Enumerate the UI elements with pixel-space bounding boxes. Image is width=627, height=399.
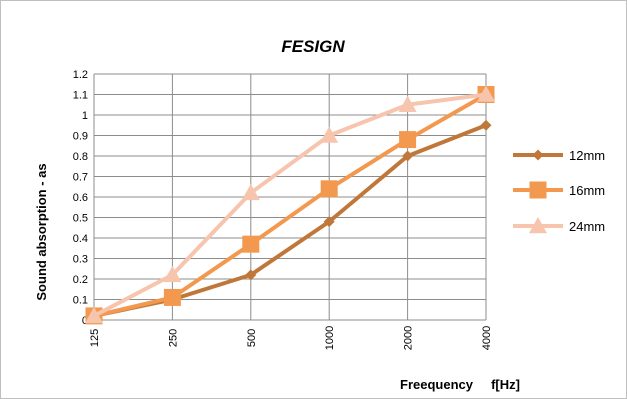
series-group [85, 85, 495, 325]
x-tick-label: 1000 [324, 326, 336, 350]
data-point-square [242, 235, 260, 253]
y-tick-label: 1.2 [73, 69, 88, 81]
y-tick-label: 0.2 [73, 274, 88, 286]
y-tick-label: 0.4 [73, 233, 88, 245]
data-point-triangle [241, 183, 260, 201]
legend-label-16mm: 16mm [569, 183, 605, 198]
y-tick-label: 0.8 [73, 151, 88, 163]
data-point-triangle [529, 217, 547, 234]
x-tick-label: 250 [167, 329, 179, 347]
y-tick-label: 0.6 [73, 192, 88, 204]
grid [93, 73, 487, 321]
legend-label-24mm: 24mm [569, 219, 605, 234]
y-tick-label: 0 [82, 315, 88, 327]
data-point-triangle [163, 265, 182, 283]
data-point-square [320, 180, 338, 198]
legend: 12mm 16mm 24mm [513, 148, 605, 234]
data-point-square [529, 181, 547, 199]
data-point-diamond [532, 149, 544, 161]
series-line-16mm [93, 92, 487, 318]
y-tick-label: 0.7 [73, 172, 88, 184]
data-point-diamond [402, 150, 414, 162]
x-tick-label: 125 [89, 329, 101, 347]
x-axis-ticks: 125 250 500 1000 2000 4000 [89, 326, 493, 350]
legend-label-12mm: 12mm [569, 148, 605, 163]
x-tick-label: 500 [246, 329, 258, 347]
x-tick-label: 4000 [481, 326, 493, 350]
y-axis-label: Sound absorption - as [34, 163, 49, 300]
data-point-diamond [245, 269, 257, 281]
y-tick-label: 1 [82, 110, 88, 122]
x-axis-label: Freequency f[Hz] [400, 377, 520, 392]
data-point-triangle [398, 95, 417, 112]
x-tick-label: 2000 [403, 326, 415, 350]
data-point-square [163, 288, 181, 306]
data-point-triangle [85, 306, 103, 324]
data-point-square [399, 131, 417, 149]
y-tick-label: 0.3 [73, 254, 88, 266]
y-tick-label: 0.9 [73, 131, 88, 143]
series-line-24mm [93, 92, 487, 318]
data-point-triangle [477, 85, 495, 102]
y-tick-label: 1.1 [73, 90, 88, 102]
y-tick-label: 0.1 [73, 295, 88, 307]
data-point-diamond [323, 216, 335, 228]
y-tick-label: 0.5 [73, 213, 88, 225]
data-point-triangle [320, 126, 339, 143]
y-axis-ticks: 0 0.1 0.2 0.3 0.4 0.5 0.6 0.7 0.8 0.9 1 1.1 1.2 [73, 69, 88, 327]
data-point-diamond [480, 119, 492, 131]
chart-title: FESIGN [281, 37, 345, 56]
